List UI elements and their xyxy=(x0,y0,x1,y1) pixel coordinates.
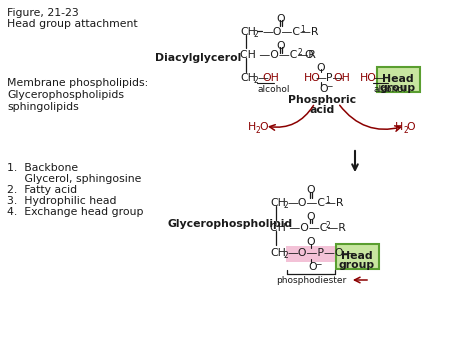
Text: Glycerol, sphingosine: Glycerol, sphingosine xyxy=(7,174,141,184)
Text: 2: 2 xyxy=(256,126,261,135)
Text: —P—: —P— xyxy=(315,73,343,83)
Text: O: O xyxy=(319,84,328,94)
Text: CH: CH xyxy=(240,73,256,83)
Text: 2: 2 xyxy=(253,30,258,39)
Text: —O—C—R: —O—C—R xyxy=(287,198,343,208)
Text: CH: CH xyxy=(240,27,256,37)
Text: CH —O—C—R: CH —O—C—R xyxy=(270,223,346,233)
Text: alcohol: alcohol xyxy=(373,85,405,94)
Text: O: O xyxy=(307,212,315,222)
Text: O: O xyxy=(307,237,315,247)
Text: HO: HO xyxy=(360,73,377,83)
Text: −: − xyxy=(326,82,333,91)
Text: O: O xyxy=(317,63,325,73)
Text: HO: HO xyxy=(304,73,321,83)
Text: Head: Head xyxy=(341,251,373,261)
Text: —: — xyxy=(373,73,384,83)
Text: 1: 1 xyxy=(300,25,305,34)
Text: 3.  Hydrophilic head: 3. Hydrophilic head xyxy=(7,196,117,206)
Text: Head group attachment: Head group attachment xyxy=(7,19,138,29)
Text: CH: CH xyxy=(270,248,286,258)
Text: group: group xyxy=(380,83,416,93)
Text: —O—P—O—: —O—P—O— xyxy=(287,248,355,258)
Text: 2: 2 xyxy=(325,221,330,230)
Text: 1.  Backbone: 1. Backbone xyxy=(7,163,78,173)
Text: 2: 2 xyxy=(253,76,258,85)
Text: Glycerophospholipids: Glycerophospholipids xyxy=(7,90,124,100)
Text: —: — xyxy=(257,73,268,83)
Text: group: group xyxy=(339,260,375,270)
Text: OH: OH xyxy=(262,73,279,83)
Text: 2: 2 xyxy=(297,48,302,57)
Text: OH: OH xyxy=(333,73,350,83)
Text: 2: 2 xyxy=(283,251,288,260)
Text: Head: Head xyxy=(382,74,414,84)
Text: −: − xyxy=(315,260,321,269)
Text: Glycerophospholipid: Glycerophospholipid xyxy=(168,219,293,229)
Text: O: O xyxy=(259,122,268,132)
Text: H: H xyxy=(248,122,256,132)
Text: CH —O—C—R: CH —O—C—R xyxy=(240,50,316,60)
FancyBboxPatch shape xyxy=(377,67,419,92)
Text: O: O xyxy=(406,122,414,132)
Text: H: H xyxy=(395,122,403,132)
Text: 2.  Fatty acid: 2. Fatty acid xyxy=(7,185,77,195)
Text: O: O xyxy=(277,41,285,51)
FancyBboxPatch shape xyxy=(336,243,378,268)
Text: O: O xyxy=(277,14,285,24)
Text: 4.  Exchange head group: 4. Exchange head group xyxy=(7,207,144,217)
Text: Phosphoric: Phosphoric xyxy=(288,95,356,105)
Text: O: O xyxy=(308,262,317,272)
Text: acid: acid xyxy=(310,105,335,115)
Text: Figure, 21-23: Figure, 21-23 xyxy=(7,8,79,18)
Text: Membrane phospholipids:: Membrane phospholipids: xyxy=(7,78,148,88)
Text: sphingolipids: sphingolipids xyxy=(7,102,79,112)
Text: 2: 2 xyxy=(283,201,288,210)
Text: alcohol: alcohol xyxy=(258,85,291,94)
FancyBboxPatch shape xyxy=(286,246,341,262)
Text: 2: 2 xyxy=(403,126,408,135)
Text: O: O xyxy=(304,50,313,60)
Text: O: O xyxy=(307,185,315,195)
Text: 1: 1 xyxy=(325,196,330,205)
Text: CH: CH xyxy=(270,198,286,208)
Text: —O—C—R: —O—C—R xyxy=(262,27,319,37)
Text: phosphodiester: phosphodiester xyxy=(276,276,346,285)
Text: Diacylglycerol: Diacylglycerol xyxy=(155,53,241,63)
